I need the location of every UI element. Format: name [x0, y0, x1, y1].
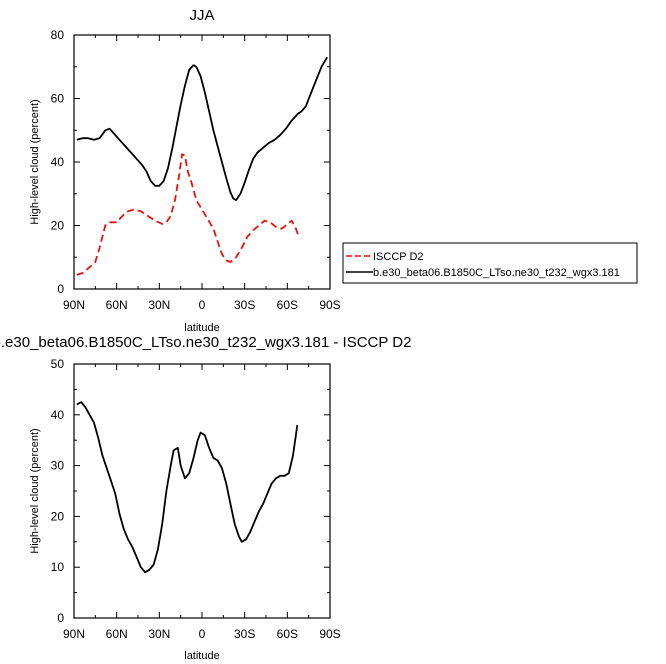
- top-x-tick-label: 0: [199, 298, 206, 312]
- legend-label-isccp: ISCCP D2: [373, 251, 424, 263]
- bottom-panel: b.e30_beta06.B1850C_LTso.ne30_t232_wgx3.…: [0, 334, 411, 662]
- legend-box: [342, 242, 638, 284]
- bottom-y-tick-label: 40: [51, 408, 65, 422]
- top-legend: ISCCP D2 b.e30_beta06.B1850C_LTso.ne30_t…: [342, 242, 638, 284]
- top-x-tick-label: 60S: [277, 298, 298, 312]
- bottom-plot-area: 90N 60N 30N 0 30S 60S 90S 0 10 20 30 40 50: [51, 357, 341, 641]
- bottom-y-tick-label: 0: [57, 611, 64, 625]
- top-x-tick-label: 30S: [234, 298, 255, 312]
- bottom-y-tick-label: 10: [51, 560, 65, 574]
- bottom-y-axis-label: High-level cloud (percent): [29, 428, 41, 553]
- top-chart-title: JJA: [189, 7, 214, 24]
- top-y-tick-label: 80: [51, 28, 65, 42]
- bottom-x-tick-label: 90N: [63, 627, 85, 641]
- top-x-tick-label: 30N: [148, 298, 170, 312]
- bottom-x-tick-label: 30S: [234, 627, 255, 641]
- top-y-tick-label: 0: [57, 282, 64, 296]
- top-series-line-b-e30-beta06-b1850c-ltso-ne30-t232-wgx3-181: [76, 56, 328, 202]
- bottom-x-tick-label: 30N: [148, 627, 170, 641]
- top-x-axis-label: latitude: [184, 322, 219, 334]
- bottom-x-tick-label: 90S: [319, 627, 340, 641]
- bottom-x-tick-label: 0: [199, 627, 206, 641]
- bottom-y-tick-label: 30: [51, 459, 65, 473]
- top-y-tick-label: 40: [51, 155, 65, 169]
- bottom-x-tick-label: 60S: [277, 627, 298, 641]
- legend-label-model: b.e30_beta06.B1850C_LTso.ne30_t232_wgx3.…: [373, 267, 620, 279]
- bottom-plot-frame: [73, 363, 331, 619]
- bottom-series-line-0: [76, 401, 299, 574]
- top-y-axis-label: High-level cloud (percent): [29, 99, 41, 224]
- bottom-chart-title: b.e30_beta06.B1850C_LTso.ne30_t232_wgx3.…: [0, 334, 411, 351]
- top-x-tick-label: 90S: [319, 298, 340, 312]
- bottom-x-axis-label: latitude: [184, 650, 219, 662]
- top-plot-frame: [73, 34, 331, 290]
- top-plot-area: 90N 60N 30N 0 30S 60S 90S 0 20 40 60 80: [51, 28, 341, 312]
- top-y-tick-label: 60: [51, 92, 65, 106]
- bottom-y-tick-label: 50: [51, 357, 65, 371]
- bottom-x-tick-label: 60N: [106, 627, 128, 641]
- bottom-y-tick-label: 20: [51, 509, 65, 523]
- top-x-tick-label: 90N: [63, 298, 85, 312]
- top-panel: JJA 90N 60N 30N 0 30S 60S 90S 0 20 40 60 80 latitud…: [29, 7, 638, 334]
- top-x-tick-label: 60N: [106, 298, 128, 312]
- top-y-tick-label: 20: [51, 219, 65, 233]
- top-series-line-isccp: [76, 153, 300, 276]
